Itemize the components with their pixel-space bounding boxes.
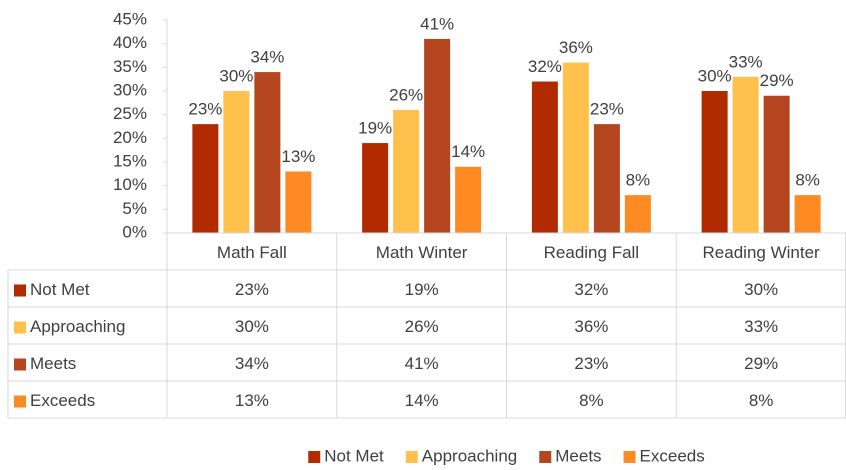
data-label: 19% [358, 119, 392, 138]
bar [701, 91, 728, 233]
y-tick-label: 40% [113, 33, 147, 52]
legend-key [539, 451, 552, 463]
bar [285, 171, 312, 233]
legend-key [623, 451, 636, 463]
table-row-label: Not Met [30, 280, 90, 299]
bar [254, 72, 281, 233]
y-tick-label: 0% [122, 222, 147, 241]
data-label: 8% [795, 171, 820, 190]
legend-key [308, 451, 321, 463]
table-legend-key [14, 358, 26, 371]
data-label: 33% [729, 52, 763, 71]
bar [794, 195, 821, 233]
bar [593, 124, 620, 233]
table-cell: 23% [574, 354, 608, 373]
legend-label: Approaching [422, 446, 517, 465]
y-tick-label: 25% [113, 104, 147, 123]
x-tick-label: Math Winter [376, 243, 468, 262]
bar [562, 62, 589, 233]
data-label: 30% [698, 66, 732, 85]
table-cell: 34% [235, 354, 269, 373]
table-cell: 41% [405, 354, 439, 373]
table-cell: 32% [574, 280, 608, 299]
bar [455, 166, 482, 233]
table-cell: 26% [405, 317, 439, 336]
table-cell: 30% [744, 280, 778, 299]
table-cell: 13% [235, 391, 269, 410]
x-tick-label: Math Fall [217, 243, 287, 262]
table-legend-key [14, 284, 26, 297]
bar [223, 91, 250, 233]
bar [763, 95, 790, 233]
data-label: 23% [590, 100, 624, 119]
table-row-label: Exceeds [30, 391, 95, 410]
data-label: 26% [389, 85, 423, 104]
table-cell: 33% [744, 317, 778, 336]
bar [624, 195, 651, 233]
legend-label: Not Met [324, 446, 384, 465]
data-label: 36% [559, 38, 593, 57]
table-legend-key [14, 321, 26, 334]
y-tick-label: 15% [113, 151, 147, 170]
table-cell: 29% [744, 354, 778, 373]
table-cell: 8% [579, 391, 604, 410]
bar [192, 124, 219, 233]
legend-label: Meets [555, 446, 601, 465]
table-cell: 19% [405, 280, 439, 299]
bar [732, 76, 759, 233]
table-cell: 14% [405, 391, 439, 410]
table-row-label: Meets [30, 354, 76, 373]
data-label: 41% [420, 14, 454, 33]
table-cell: 30% [235, 317, 269, 336]
y-tick-label: 30% [113, 80, 147, 99]
table-cell: 23% [235, 280, 269, 299]
legend-key [405, 451, 418, 463]
x-tick-label: Reading Fall [544, 243, 639, 262]
table-row-label: Approaching [30, 317, 125, 336]
data-label: 32% [528, 57, 562, 76]
data-label: 8% [626, 171, 651, 190]
bar [424, 38, 451, 233]
bar [362, 143, 389, 233]
data-label: 34% [250, 48, 284, 67]
data-label: 14% [451, 142, 485, 161]
table-cell: 36% [574, 317, 608, 336]
table-cell: 8% [749, 391, 774, 410]
y-tick-label: 20% [113, 128, 147, 147]
data-label: 23% [188, 100, 222, 119]
y-tick-label: 45% [113, 9, 147, 28]
legend-label: Exceeds [640, 446, 705, 465]
table-legend-key [14, 395, 26, 408]
y-tick-label: 10% [113, 175, 147, 194]
x-tick-label: Reading Winter [703, 243, 821, 262]
y-tick-label: 35% [113, 57, 147, 76]
data-label: 29% [760, 71, 794, 90]
data-label: 30% [219, 66, 253, 85]
data-label: 13% [281, 147, 315, 166]
y-tick-label: 5% [122, 199, 147, 218]
bar [393, 109, 420, 233]
bar [531, 81, 558, 234]
